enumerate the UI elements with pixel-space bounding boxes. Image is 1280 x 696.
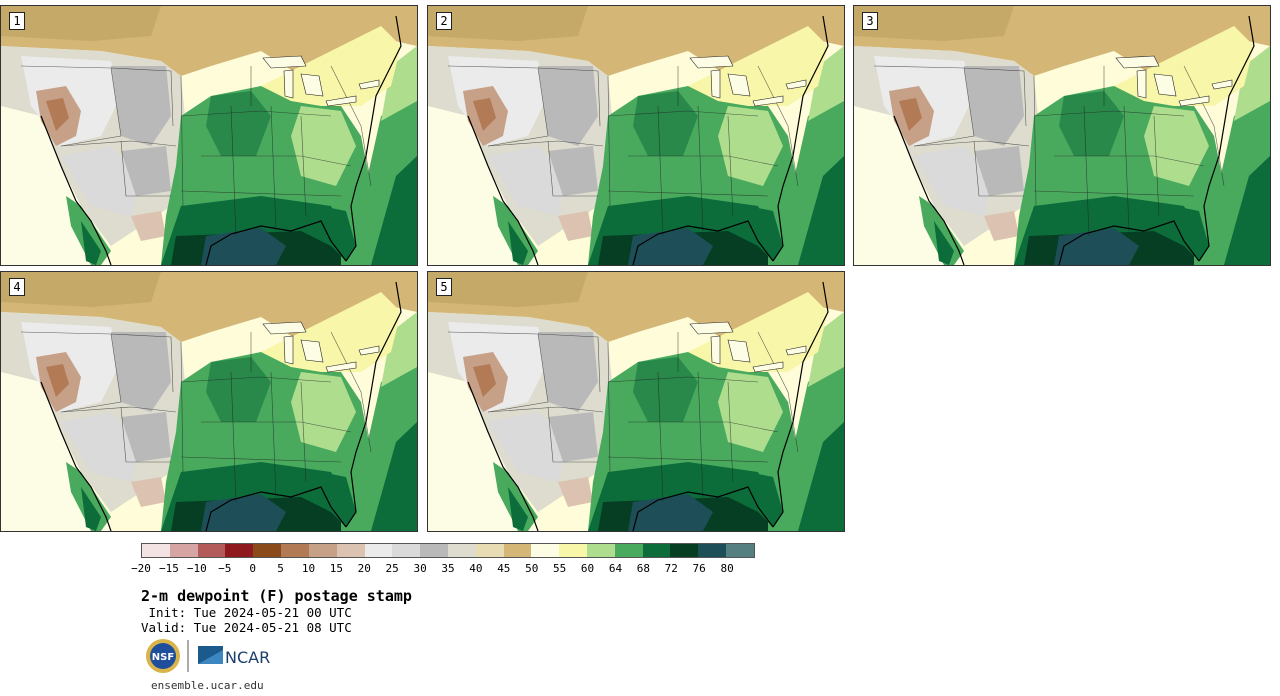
colorbar-tick-label: 55: [553, 562, 567, 575]
nsf-logo-text: NSF: [152, 652, 174, 663]
colorbar-tick-label: 10: [301, 562, 316, 575]
colorbar-tick-label: 72: [664, 562, 678, 575]
colorbar-segment: [169, 544, 198, 557]
colorbar-segment: [726, 544, 754, 557]
panel-number-1: 1: [9, 12, 25, 30]
colorbar-segment: [503, 544, 532, 557]
colorbar-tick-label: 15: [329, 562, 343, 575]
colorbar-tick-label: −5: [218, 562, 232, 575]
ncar-logo: NCAR: [198, 646, 270, 667]
map-panel-1: 1: [0, 5, 418, 266]
colorbar-tick-label: 20: [357, 562, 371, 575]
dewpoint-map-5: [428, 272, 844, 531]
colorbar-segment: [336, 544, 365, 557]
colorbar-tick-label: 25: [385, 562, 399, 575]
dewpoint-map-1: [1, 6, 417, 265]
colorbar-tick-label: −10: [186, 562, 207, 575]
colorbar-segment: [420, 544, 448, 557]
init-time: Init: Tue 2024-05-21 00 UTC: [141, 605, 352, 620]
colorbar-segment: [197, 544, 226, 557]
colorbar-tick-label: 80: [720, 562, 734, 575]
colorbar-segment: [225, 544, 254, 557]
colorbar-tick-label: 50: [525, 562, 539, 575]
colorbar-segment: [364, 544, 393, 557]
panel-number-5: 5: [436, 278, 452, 296]
colorbar-segment: [447, 544, 476, 557]
colorbar: [141, 543, 755, 558]
colorbar-tick-label: 45: [497, 562, 511, 575]
page-title: 2-m dewpoint (F) postage stamp: [141, 587, 412, 605]
colorbar-segment: [253, 544, 282, 557]
colorbar-tick-label: 35: [441, 562, 455, 575]
panel-number-2: 2: [436, 12, 452, 30]
colorbar-segment: [308, 544, 337, 557]
dewpoint-map-2: [428, 6, 844, 265]
logos: NSF NCAR: [145, 638, 285, 676]
colorbar-ticks: −20 −15 −10 −5 0 5 10 15 20 25 30 35 40 45 50 55 60 64 68 7…: [131, 562, 755, 576]
colorbar-segment: [142, 544, 170, 557]
logo-group: NSF NCAR: [146, 639, 270, 673]
panel-number-3: 3: [862, 12, 878, 30]
colorbar-segment: [642, 544, 671, 557]
colorbar-segment: [475, 544, 504, 557]
ncar-logo-text: NCAR: [225, 648, 270, 667]
map-panel-2: 2: [427, 5, 845, 266]
colorbar-tick-label: 64: [608, 562, 623, 575]
colorbar-segment: [614, 544, 643, 557]
map-panel-3: 3: [853, 5, 1271, 266]
colorbar-segment: [587, 544, 615, 557]
colorbar-tick-label: 30: [413, 562, 427, 575]
valid-time: Valid: Tue 2024-05-21 08 UTC: [141, 620, 352, 635]
dewpoint-map-3: [854, 6, 1270, 265]
colorbar-tick-label: 0: [249, 562, 256, 575]
colorbar-segment: [392, 544, 421, 557]
colorbar-segment: [531, 544, 560, 557]
colorbar-tick-label: 40: [469, 562, 483, 575]
map-panel-4: 4: [0, 271, 418, 532]
map-panel-5: 5: [427, 271, 845, 532]
colorbar-segment: [281, 544, 309, 557]
colorbar-tick-label: 76: [692, 562, 706, 575]
colorbar-tick-label: −15: [158, 562, 179, 575]
colorbar-segment: [698, 544, 727, 557]
panel-number-4: 4: [9, 278, 25, 296]
colorbar-segment: [559, 544, 587, 557]
colorbar-tick-label: 5: [277, 562, 284, 575]
colorbar-tick-label: −20: [131, 562, 151, 575]
colorbar-segment: [670, 544, 699, 557]
colorbar-tick-label: 68: [636, 562, 650, 575]
dewpoint-map-4: [1, 272, 417, 531]
colorbar-tick-label: 60: [580, 562, 595, 575]
site-url: ensemble.ucar.edu: [151, 679, 264, 692]
nsf-logo: NSF: [146, 639, 180, 673]
